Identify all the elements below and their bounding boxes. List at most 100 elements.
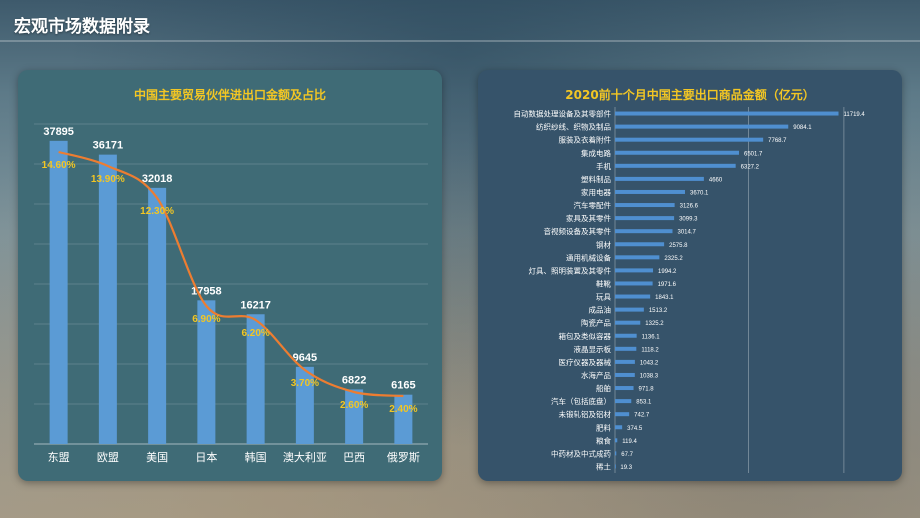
- y-tick-label: 玩具: [596, 293, 611, 302]
- bar: [246, 314, 265, 444]
- y-tick-label: 汽车（包括底盘）: [551, 396, 611, 406]
- x-tick-label: 韩国: [245, 450, 267, 464]
- y-tick-label: 陶瓷产品: [581, 318, 611, 328]
- value-label: 742.7: [634, 413, 650, 419]
- y-tick-label: 水海产品: [581, 370, 611, 380]
- y-tick-label: 家用电器: [581, 187, 611, 197]
- pct-label: 2.60%: [340, 400, 368, 411]
- bar: [345, 389, 364, 444]
- x-tick-label: 俄罗斯: [387, 451, 420, 464]
- y-tick-label: 肥料: [596, 422, 611, 432]
- bar: [615, 346, 637, 351]
- pct-label: 3.70%: [291, 378, 319, 389]
- bar: [615, 111, 839, 116]
- y-tick-label: 成品油: [589, 305, 612, 315]
- value-label: 1118.2: [641, 347, 659, 353]
- value-label: 1843.1: [655, 295, 674, 301]
- value-label: 3670.1: [690, 190, 709, 196]
- value-label: 853.1: [636, 400, 652, 406]
- export-chart-title: 2020前十个月中国主要出口商品金额（亿元）: [565, 88, 815, 102]
- bar: [615, 464, 616, 469]
- bar: [615, 137, 764, 142]
- pct-label: 6.90%: [192, 314, 220, 325]
- bar: [615, 425, 623, 430]
- y-tick-label: 通用机械设备: [566, 252, 611, 262]
- export-chart-panel: 2020前十个月中国主要出口商品金额（亿元） 自动数据处理设备及其零部件 1171…: [478, 70, 902, 481]
- y-tick-label: 灯具、照明装置及其零件: [529, 265, 612, 275]
- export-chart: 自动数据处理设备及其零部件 11719.4 纺织纱线、织物及制品 9084.1 服装及衣…: [514, 107, 865, 473]
- value-label: 3099.3: [679, 217, 698, 223]
- bar: [615, 176, 704, 181]
- y-tick-label: 医疗仪器及器械: [559, 357, 612, 367]
- bar: [615, 203, 675, 208]
- value-label: 1994.2: [658, 269, 677, 275]
- value-label: 119.4: [622, 439, 637, 445]
- y-tick-label: 自动数据处理设备及其零部件: [514, 109, 612, 119]
- bar: [615, 307, 644, 312]
- y-tick-label: 音视频设备及其零件: [544, 226, 612, 236]
- share-line: [58, 150, 404, 398]
- bar: [615, 294, 651, 299]
- title-divider: [0, 40, 920, 42]
- value-label: 3014.7: [677, 230, 696, 236]
- value-label: 67.7: [621, 452, 633, 458]
- y-tick-label: 手机: [596, 161, 611, 171]
- y-tick-label: 塑料制品: [581, 174, 611, 184]
- value-label: 6501.7: [744, 151, 763, 157]
- x-tick-label: 欧盟: [97, 451, 119, 464]
- bar: [615, 255, 660, 260]
- value-label: 32018: [142, 173, 173, 185]
- value-label: 6822: [342, 374, 366, 386]
- y-tick-label: 未锻轧铝及铝材: [559, 409, 612, 419]
- bar: [615, 150, 739, 155]
- value-label: 9645: [293, 352, 317, 364]
- y-tick-label: 液晶显示板: [574, 344, 612, 354]
- x-tick-label: 澳大利亚: [283, 450, 327, 464]
- value-label: 37895: [43, 126, 74, 138]
- x-tick-label: 东盟: [48, 451, 70, 464]
- pct-label: 2.40%: [389, 404, 417, 415]
- value-label: 1043.2: [640, 360, 659, 366]
- value-label: 3126.6: [680, 204, 699, 210]
- bar: [49, 140, 68, 444]
- bar: [148, 187, 167, 444]
- value-label: 1038.3: [640, 373, 659, 379]
- value-label: 1325.2: [645, 321, 664, 327]
- x-tick-label: 巴西: [343, 451, 365, 464]
- y-tick-label: 钢材: [596, 239, 611, 249]
- value-label: 1136.1: [642, 334, 661, 340]
- x-tick-label: 美国: [146, 451, 168, 464]
- value-label: 1971.6: [658, 282, 677, 288]
- partner-chart-panel: 中国主要贸易伙伴进出口金额及占比 37895 东盟 36171 欧盟 32018 美国 17…: [18, 70, 442, 481]
- pct-label: 6.20%: [241, 328, 269, 339]
- bar: [615, 386, 634, 391]
- y-tick-label: 中药材及中式成药: [551, 448, 611, 458]
- bar: [615, 268, 654, 273]
- value-label: 16217: [240, 299, 271, 311]
- bar: [615, 320, 641, 325]
- bar: [615, 216, 675, 221]
- pct-label: 13.90%: [91, 174, 125, 185]
- bar: [615, 189, 685, 194]
- y-tick-label: 汽车零配件: [574, 200, 612, 210]
- value-label: 9084.1: [793, 125, 812, 131]
- value-label: 36171: [93, 140, 124, 152]
- bar: [615, 229, 673, 234]
- bar: [615, 399, 632, 404]
- pct-label: 14.60%: [42, 160, 76, 171]
- value-label: 374.5: [627, 426, 643, 432]
- bar: [615, 359, 635, 364]
- bar: [615, 124, 789, 129]
- bar: [615, 412, 630, 417]
- y-tick-label: 粮食: [596, 435, 611, 445]
- pct-label: 12.30%: [140, 206, 174, 217]
- bar: [615, 438, 618, 443]
- bar: [615, 451, 617, 456]
- y-tick-label: 纺织纱线、织物及制品: [536, 122, 611, 132]
- partner-chart: 37895东盟36171欧盟32018美国17958日本16217韩国9645澳…: [34, 123, 428, 464]
- x-tick-label: 日本: [195, 450, 217, 464]
- bar: [615, 372, 635, 377]
- value-label: 6327.2: [741, 164, 760, 170]
- y-tick-label: 稀土: [596, 461, 611, 471]
- value-label: 19.3: [620, 465, 632, 471]
